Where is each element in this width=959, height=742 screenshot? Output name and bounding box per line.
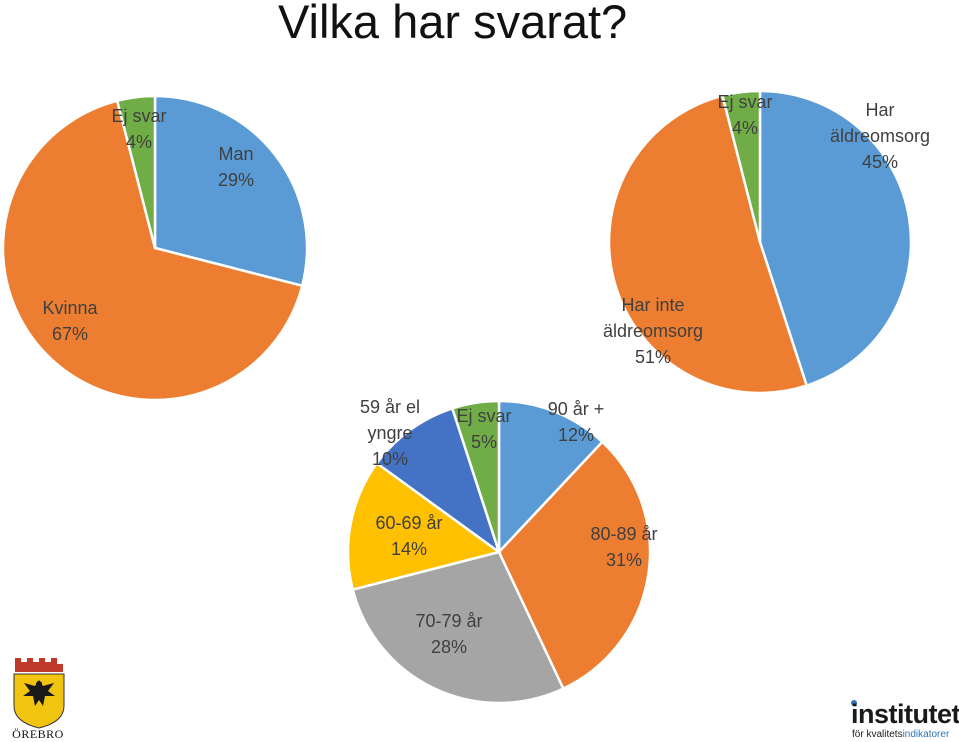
pie-label-line-care-1-1: äldreomsorg bbox=[603, 321, 703, 341]
pie-label-line-care-0-0: Har bbox=[865, 100, 894, 120]
pie-label-line-gender-0-1: 29% bbox=[218, 170, 254, 190]
pie-slice-gender-2 bbox=[115, 94, 157, 249]
pie-label-line-age-4-2: 10% bbox=[372, 449, 408, 469]
pie-label-line-age-3-0: 60-69 år bbox=[375, 513, 442, 533]
pie-label-care-1: Har inte äldreomsorg 51% bbox=[603, 295, 703, 367]
pie-label-line-care-0-1: äldreomsorg bbox=[830, 126, 930, 146]
pie-label-line-age-0-1: 12% bbox=[558, 425, 594, 445]
pie-label-line-age-1-0: 80-89 år bbox=[590, 524, 657, 544]
pie-label-line-care-2-0: Ej svar bbox=[717, 92, 772, 112]
pie-label-line-age-4-0: 59 år el bbox=[360, 397, 420, 417]
pie-slice-gender-1 bbox=[1, 99, 304, 402]
pie-slice-care-1 bbox=[607, 94, 809, 395]
pie-label-age-1: 80-89 år 31% bbox=[590, 524, 657, 570]
pie-slice-age-4 bbox=[375, 406, 502, 556]
institutet-tag-part-b: indikatorer bbox=[902, 729, 950, 740]
pie-label-line-gender-2-1: 4% bbox=[126, 132, 152, 152]
pie-label-line-gender-2-0: Ej svar bbox=[111, 106, 166, 126]
orebro-logo-text: ÖREBRO bbox=[12, 727, 64, 741]
pie-slice-age-0 bbox=[497, 399, 605, 556]
pie-slice-care-0 bbox=[758, 89, 913, 388]
pie-label-gender-1: Kvinna 67% bbox=[42, 298, 98, 344]
pie-label-line-care-2-1: 4% bbox=[732, 118, 758, 138]
orebro-coat-of-arms-logo bbox=[13, 658, 65, 729]
pie-label-age-0: 90 år + 12% bbox=[548, 399, 605, 445]
pie-label-age-4: 59 år el yngre 10% bbox=[360, 397, 420, 469]
pie-label-gender-0: Man 29% bbox=[218, 144, 254, 190]
pie-slice-age-5 bbox=[450, 399, 501, 553]
institutet-tag-part-a: för kvalitets bbox=[852, 729, 903, 740]
institutet-logo-word: institutet bbox=[851, 699, 959, 729]
pie-label-age-5: Ej svar 5% bbox=[456, 406, 511, 452]
pie-label-line-age-4-1: yngre bbox=[367, 423, 412, 443]
pie-label-line-age-5-1: 5% bbox=[471, 432, 497, 452]
pie-chart-age: 90 år + 12% 80-89 år 31% 70-79 år 28% 60-69 år… bbox=[346, 397, 658, 705]
pie-label-line-age-0-0: 90 år + bbox=[548, 399, 605, 419]
pie-label-line-age-3-1: 14% bbox=[391, 539, 427, 559]
pie-label-line-care-1-2: 51% bbox=[635, 347, 671, 367]
pie-label-line-gender-1-1: 67% bbox=[52, 324, 88, 344]
pie-label-line-care-1-0: Har inte bbox=[621, 295, 684, 315]
pie-chart-gender: Man 29% Kvinna 67% Ej svar 4% bbox=[1, 94, 309, 402]
pie-label-line-care-0-2: 45% bbox=[862, 152, 898, 172]
pie-slice-age-3 bbox=[346, 461, 502, 592]
pie-slice-care-2 bbox=[720, 89, 762, 243]
pie-label-line-gender-1-0: Kvinna bbox=[42, 298, 98, 318]
pie-slice-gender-0 bbox=[153, 94, 309, 288]
pie-label-age-3: 60-69 år 14% bbox=[375, 513, 442, 559]
pie-slice-age-1 bbox=[497, 440, 652, 691]
pie-label-line-age-2-0: 70-79 år bbox=[415, 611, 482, 631]
institutet-logo-tagline: för kvalitetsindikatorer bbox=[852, 729, 949, 740]
pie-label-line-age-5-0: Ej svar bbox=[456, 406, 511, 426]
pie-label-line-age-2-1: 28% bbox=[431, 637, 467, 657]
pie-label-care-2: Ej svar 4% bbox=[717, 92, 772, 138]
pie-chart-care: Har äldreomsorg 45% Har inte äldreomsorg 51% E… bbox=[603, 89, 930, 395]
pie-label-gender-2: Ej svar 4% bbox=[111, 106, 166, 152]
pie-label-line-gender-0-0: Man bbox=[218, 144, 253, 164]
page-title: Vilka har svarat? bbox=[278, 0, 628, 48]
pie-label-age-2: 70-79 år 28% bbox=[415, 611, 482, 657]
pie-slice-age-2 bbox=[351, 550, 565, 705]
institutet-logo bbox=[851, 700, 857, 706]
pie-label-line-age-1-1: 31% bbox=[606, 550, 642, 570]
pie-label-care-0: Har äldreomsorg 45% bbox=[830, 100, 930, 172]
